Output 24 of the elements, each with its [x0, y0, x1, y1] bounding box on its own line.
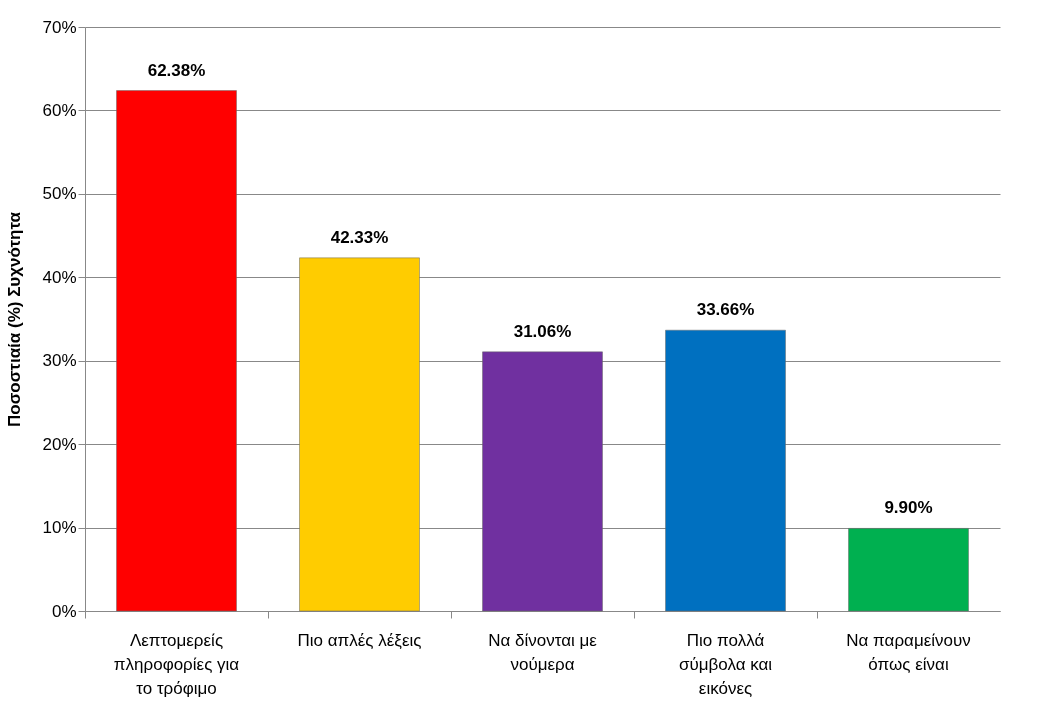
data-label: 62.38% — [147, 60, 206, 80]
y-tick-label: 0% — [51, 601, 77, 621]
bar — [116, 90, 237, 612]
data-label: 42.33% — [330, 227, 389, 247]
data-label: 31.06% — [513, 321, 572, 341]
y-tick-label: 70% — [42, 17, 77, 37]
x-tick-label: Πιο απλές λέξεις — [297, 630, 422, 650]
x-tick-label: Πιο πολλά σύμβολα και εικόνες — [678, 630, 773, 698]
y-axis-title: Ποσοστιαία (%) Συχνότητα — [5, 211, 25, 427]
bar — [482, 351, 603, 612]
bar — [665, 329, 786, 612]
data-label: 9.90% — [884, 498, 933, 518]
bar — [848, 528, 969, 612]
x-tick-label: Να δίνονται με νούμερα — [488, 630, 598, 674]
y-tick-label: 30% — [42, 351, 77, 371]
y-tick-label: 40% — [42, 267, 77, 287]
y-tick-label: 20% — [42, 434, 77, 454]
y-tick-label: 10% — [42, 518, 77, 538]
data-label: 33.66% — [696, 300, 755, 320]
x-tick-label: Να παραμείνουν όπως είναι — [846, 630, 971, 674]
y-tick-label: 50% — [42, 184, 77, 204]
y-tick-label: 60% — [42, 100, 77, 120]
x-tick-label: Λεπτομερείς πληροφορίες για το τρόφιμο — [113, 630, 240, 698]
bar — [299, 257, 420, 612]
